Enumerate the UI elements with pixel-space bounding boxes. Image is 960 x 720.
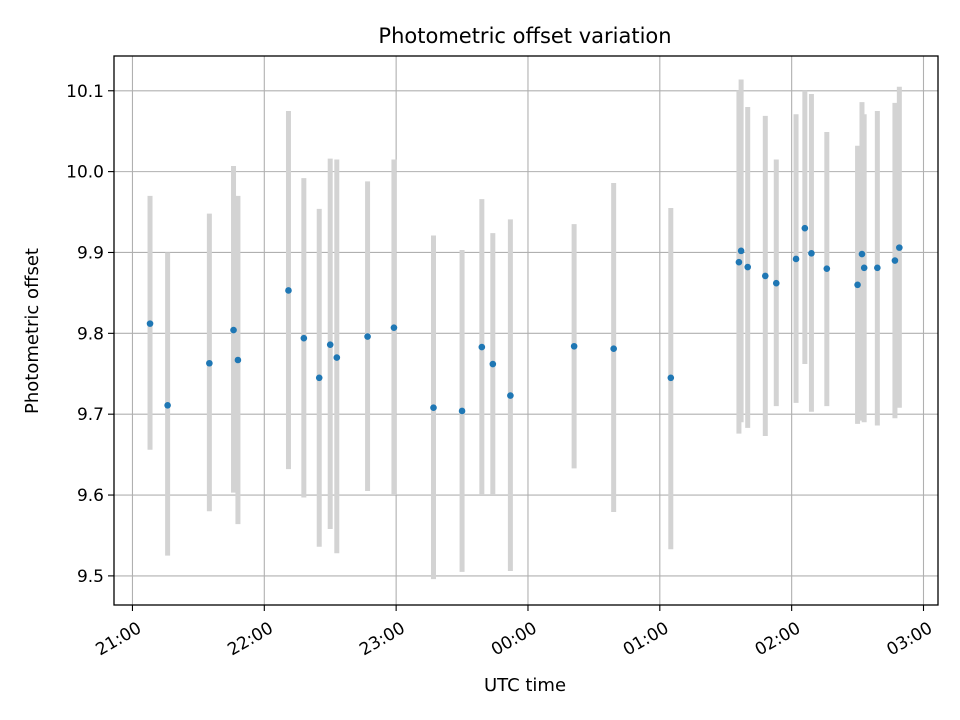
y-tick-label: 9.8: [77, 324, 104, 344]
y-tick-label: 9.5: [77, 567, 104, 587]
data-point: [761, 272, 769, 280]
data-point: [489, 360, 497, 368]
data-point: [808, 249, 815, 257]
data-point: [744, 263, 752, 271]
data-point: [206, 359, 213, 367]
data-points: [146, 224, 903, 415]
x-axis-title: UTC time: [484, 675, 566, 696]
data-point: [896, 244, 903, 251]
data-point: [285, 287, 292, 294]
data-point: [315, 374, 323, 382]
chart-title: Photometric offset variation: [378, 24, 671, 48]
data-point: [667, 374, 675, 382]
y-tick-label: 10.1: [66, 82, 104, 102]
data-point: [737, 247, 745, 255]
data-point: [891, 257, 899, 264]
data-point: [390, 324, 398, 331]
data-point: [300, 334, 308, 342]
data-point: [333, 354, 341, 361]
data-point: [478, 343, 486, 351]
y-tick-label: 9.6: [77, 486, 104, 506]
data-point: [570, 342, 578, 350]
data-point: [858, 250, 866, 258]
data-point: [164, 401, 171, 409]
data-point: [610, 345, 617, 352]
data-point: [801, 224, 809, 232]
data-point: [823, 265, 831, 272]
data-point: [326, 341, 334, 348]
y-tick-label: 9.9: [77, 243, 104, 263]
data-point: [854, 281, 861, 289]
data-point: [507, 392, 514, 399]
y-axis-title: Photometric offset: [22, 248, 43, 414]
data-point: [772, 279, 780, 287]
data-point: [860, 264, 868, 272]
data-point: [230, 326, 237, 334]
data-point: [458, 407, 466, 415]
data-point: [234, 356, 242, 364]
data-point: [735, 258, 743, 266]
data-point: [146, 320, 154, 327]
y-tick-label: 10.0: [66, 163, 104, 183]
data-point: [792, 255, 800, 263]
y-tick-label: 9.7: [77, 405, 104, 425]
data-point: [874, 264, 881, 272]
data-point: [364, 333, 371, 340]
plot-frame: [113, 55, 939, 606]
data-point: [430, 404, 437, 412]
